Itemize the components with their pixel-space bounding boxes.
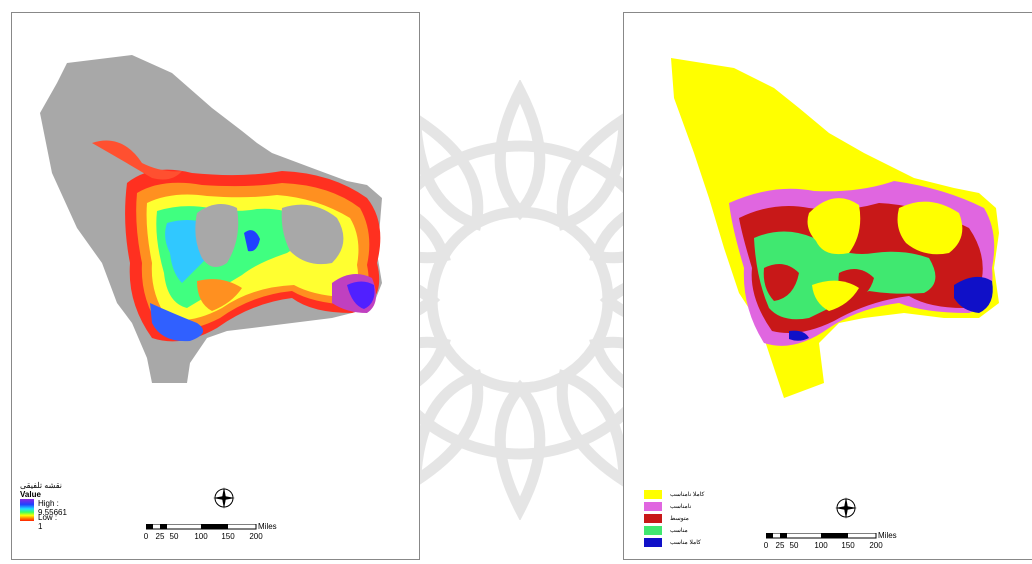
legend-high-label: High : 9.55661 xyxy=(38,499,67,517)
legend-item: متوسط xyxy=(644,513,704,525)
scale-unit: Miles xyxy=(258,522,277,531)
classified-suitability-map xyxy=(671,58,999,398)
scale-unit: Miles xyxy=(878,531,897,540)
scale-tick: 0 xyxy=(143,532,149,541)
legend-item: کاملا مناسب xyxy=(644,537,704,549)
left-map-panel: نقشه تلفیقی Value High : 9.55661 Low : 1… xyxy=(11,12,420,560)
legend-item: کاملا نامناسب xyxy=(644,489,704,501)
scale-bar: Miles 0 25 50 100 150 200 xyxy=(763,531,897,559)
legend-title: نقشه تلفیقی xyxy=(20,481,62,490)
scale-bar: Miles 0 25 50 100 150 200 xyxy=(143,522,277,550)
scale-tick: 150 xyxy=(841,541,855,550)
scale-tick: 50 xyxy=(169,532,179,541)
scale-tick: 25 xyxy=(775,541,785,550)
legend-low-label: Low : 1 xyxy=(38,513,58,531)
color-ramp xyxy=(20,499,34,521)
left-legend: نقشه تلفیقی Value High : 9.55661 Low : 1 xyxy=(20,481,67,531)
scale-tick: 50 xyxy=(789,541,799,550)
north-arrow-icon xyxy=(831,493,861,523)
suitability-raster-map xyxy=(40,55,382,383)
scale-tick: 0 xyxy=(763,541,769,550)
scale-tick: 200 xyxy=(869,541,883,550)
legend-subtitle: Value xyxy=(20,490,41,499)
right-legend: کاملا نامناسب نامناسب متوسط مناسب کاملا … xyxy=(644,489,704,549)
scale-tick: 200 xyxy=(249,532,263,541)
north-arrow-icon xyxy=(209,483,239,513)
right-map-panel: کاملا نامناسب نامناسب متوسط مناسب کاملا … xyxy=(623,12,1032,560)
scale-tick: 150 xyxy=(221,532,235,541)
scale-tick: 25 xyxy=(155,532,165,541)
legend-item: مناسب xyxy=(644,525,704,537)
scale-tick: 100 xyxy=(194,532,208,541)
scale-tick: 100 xyxy=(814,541,828,550)
legend-item: نامناسب xyxy=(644,501,704,513)
